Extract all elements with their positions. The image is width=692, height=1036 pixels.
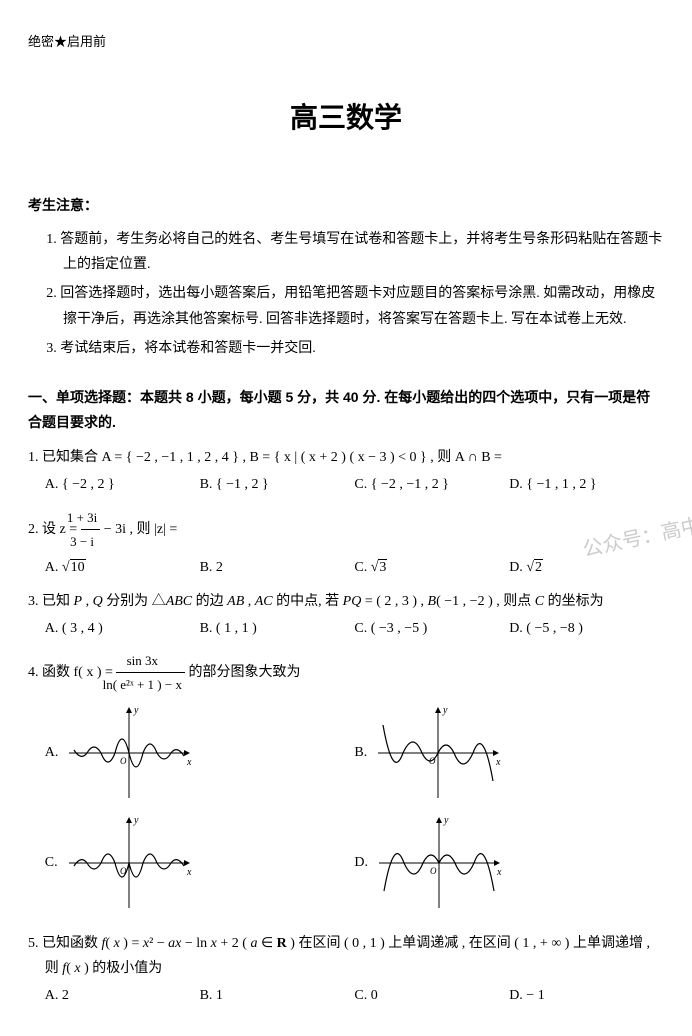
confidential-tag: 绝密★启用前 [28,30,664,53]
section-heading: 一、单项选择题：本题共 8 小题，每小题 5 分，共 40 分. 在每小题给出的… [28,385,664,435]
choice-C: C. 0 [354,983,509,1008]
notice-list: 1. 答题前，考生务必将自己的姓名、考生号填写在试卷和答题卡上，并将考生号条形码… [28,227,664,361]
notice-item: 1. 答题前，考生务必将自己的姓名、考生号填写在试卷和答题卡上，并将考生号条形码… [63,227,664,277]
choice-A: A. 2 [45,983,200,1008]
choice-row: A. { −2 , 2 } B. { −1 , 2 } C. { −2 , −1… [28,472,664,497]
choice-B: B. 2 [200,555,355,580]
graph-D-icon: x y O [374,813,504,913]
svg-text:O: O [430,866,437,876]
choice-D: D. 2 [509,555,664,580]
choice-row: A. 10 B. 2 C. 3 D. 2 [28,555,664,580]
choice-B: B. ( 1 , 1 ) [200,616,355,641]
page-title: 高三数学 [28,93,664,143]
choice-D: D. { −1 , 1 , 2 } [509,472,664,497]
svg-text:O: O [120,866,127,876]
svg-text:x: x [495,757,501,768]
graph-C-icon: x y O [64,813,194,913]
choice-C: C. 3 [354,555,509,580]
question-stem: 1. 已知集合 A = { −2 , −1 , 1 , 2 , 4 } , B … [28,445,664,470]
notice-item: 2. 回答选择题时，选出每小题答案后，用铅笔把答题卡对应题目的答案标号涂黑. 如… [63,281,664,331]
choice-D: D. x y O [354,813,664,913]
question-3: 3. 已知 P , Q 分别为 △ABC 的边 AB , AC 的中点, 若 P… [28,589,664,641]
choice-B: B. 1 [200,983,355,1008]
question-stem: 2. 设 z = 1 + 3i3 − i − 3i , 则 |z| = [28,506,664,554]
choice-A: A. x y O [45,703,355,803]
choice-row: A. 2 B. 1 C. 0 D. − 1 [28,983,664,1008]
svg-text:x: x [496,867,502,878]
choice-B: B. x y O [354,703,664,803]
notice-heading: 考生注意： [28,194,664,219]
question-4: 4. 函数 f( x ) = sin 3xln( e²ˣ + 1 ) − x 的… [28,649,664,923]
graph-B-icon: x y O [373,703,503,803]
choice-C: C. x y O [45,813,355,913]
graph-A-icon: x y O [64,703,194,803]
question-stem: 5. 已知函数 f( x ) = x² − ax − ln x + 2 ( a … [28,931,664,981]
svg-text:x: x [186,867,192,878]
choice-B: B. { −1 , 2 } [200,472,355,497]
choice-A: A. { −2 , 2 } [45,472,200,497]
svg-text:O: O [120,756,127,766]
svg-text:y: y [133,705,139,716]
choice-graph-row: A. x y O B. x y O C. [28,703,664,923]
svg-text:y: y [133,815,139,826]
question-stem: 3. 已知 P , Q 分别为 △ABC 的边 AB , AC 的中点, 若 P… [28,589,664,614]
choice-C: C. { −2 , −1 , 2 } [354,472,509,497]
svg-text:x: x [186,757,192,768]
choice-row: A. ( 3 , 4 ) B. ( 1 , 1 ) C. ( −3 , −5 )… [28,616,664,641]
svg-text:y: y [442,705,448,716]
choice-A: A. ( 3 , 4 ) [45,616,200,641]
notice-item: 3. 考试结束后，将本试卷和答题卡一并交回. [63,336,664,361]
question-stem: 4. 函数 f( x ) = sin 3xln( e²ˣ + 1 ) − x 的… [28,649,664,697]
question-5: 5. 已知函数 f( x ) = x² − ax − ln x + 2 ( a … [28,931,664,1009]
choice-C: C. ( −3 , −5 ) [354,616,509,641]
question-1: 1. 已知集合 A = { −2 , −1 , 1 , 2 , 4 } , B … [28,445,664,497]
question-2: 2. 设 z = 1 + 3i3 − i − 3i , 则 |z| = A. 1… [28,506,664,581]
choice-A: A. 10 [45,555,200,580]
svg-text:y: y [443,815,449,826]
choice-D: D. ( −5 , −8 ) [509,616,664,641]
choice-D: D. − 1 [509,983,664,1008]
